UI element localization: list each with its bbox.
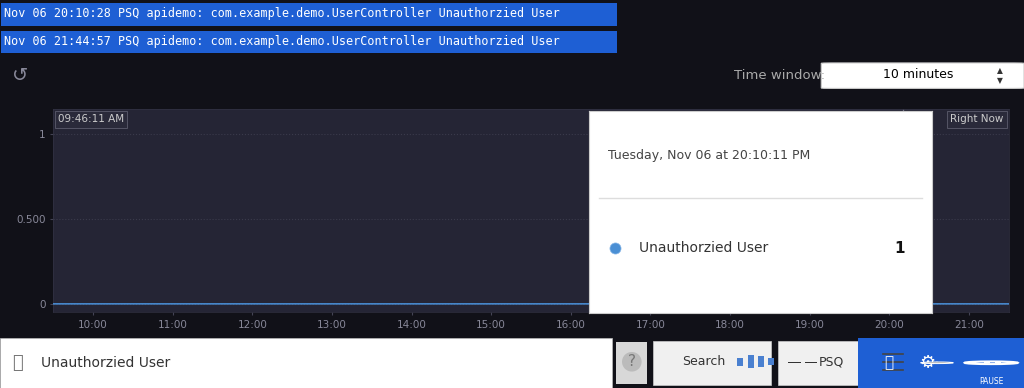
- Text: ?: ?: [628, 354, 636, 369]
- Bar: [995, 362, 1001, 363]
- Text: ⌕: ⌕: [12, 354, 23, 372]
- Text: ↺: ↺: [12, 66, 29, 85]
- Text: PSQ: PSQ: [819, 355, 845, 368]
- FancyBboxPatch shape: [821, 63, 1024, 88]
- Bar: [748, 355, 754, 368]
- FancyBboxPatch shape: [653, 341, 771, 385]
- Text: Right Now: Right Now: [950, 114, 1004, 125]
- Text: PAUSE: PAUSE: [979, 378, 1004, 386]
- Text: Nov 06 21:44:57 PSQ apidemo: com.example.demo.UserController Unauthorzied User: Nov 06 21:44:57 PSQ apidemo: com.example…: [4, 35, 560, 48]
- Text: 1: 1: [894, 241, 904, 256]
- Bar: [788, 363, 801, 364]
- Text: Time window:: Time window:: [734, 69, 825, 82]
- FancyBboxPatch shape: [1, 31, 617, 53]
- FancyBboxPatch shape: [778, 341, 870, 385]
- FancyBboxPatch shape: [918, 341, 956, 385]
- Bar: [805, 363, 817, 364]
- Bar: [758, 357, 764, 367]
- Text: 09:46:11 AM: 09:46:11 AM: [58, 114, 124, 125]
- Bar: [984, 362, 990, 363]
- Circle shape: [965, 362, 1018, 364]
- Text: Nov 06 20:10:28 PSQ apidemo: com.example.demo.UserController Unauthorzied User: Nov 06 20:10:28 PSQ apidemo: com.example…: [4, 7, 560, 20]
- Bar: [737, 358, 743, 366]
- Text: ▼: ▼: [996, 76, 1002, 85]
- Text: Search: Search: [682, 355, 725, 368]
- Text: 10 minutes: 10 minutes: [883, 68, 953, 81]
- FancyBboxPatch shape: [877, 341, 911, 385]
- Text: ▲: ▲: [996, 66, 1002, 76]
- Text: Tuesday, Nov 06 at 20:10:11 PM: Tuesday, Nov 06 at 20:10:11 PM: [607, 149, 810, 162]
- Text: 🔖: 🔖: [885, 355, 893, 370]
- Text: Unauthorzied User: Unauthorzied User: [639, 241, 768, 255]
- Bar: [768, 358, 774, 365]
- Circle shape: [921, 362, 953, 364]
- FancyBboxPatch shape: [0, 338, 612, 388]
- FancyBboxPatch shape: [1, 3, 617, 26]
- FancyBboxPatch shape: [616, 341, 647, 384]
- FancyBboxPatch shape: [858, 338, 1024, 388]
- Text: ⚙: ⚙: [920, 354, 936, 372]
- Text: Unauthorzied User: Unauthorzied User: [41, 356, 170, 370]
